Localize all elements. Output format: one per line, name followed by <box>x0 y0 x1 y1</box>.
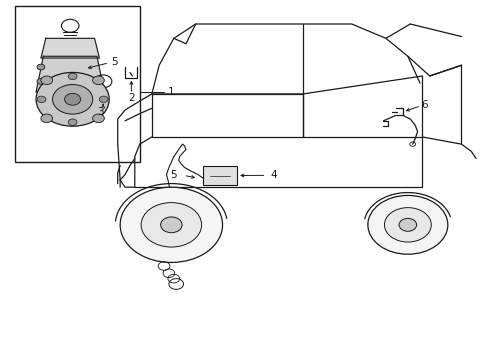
Circle shape <box>367 195 447 254</box>
Bar <box>203 166 237 185</box>
Circle shape <box>41 76 53 85</box>
Circle shape <box>92 76 104 85</box>
Bar <box>15 6 140 162</box>
Text: 5: 5 <box>110 57 117 67</box>
Text: 3: 3 <box>97 107 104 117</box>
Circle shape <box>36 72 109 126</box>
Polygon shape <box>36 56 104 92</box>
Circle shape <box>120 187 222 262</box>
Text: 4: 4 <box>270 170 277 180</box>
Circle shape <box>37 96 46 103</box>
Text: 2: 2 <box>128 93 134 103</box>
Text: 1: 1 <box>168 87 174 97</box>
Circle shape <box>37 78 45 84</box>
Circle shape <box>95 78 103 84</box>
Circle shape <box>52 85 93 114</box>
Circle shape <box>64 93 81 105</box>
Circle shape <box>68 119 77 125</box>
Circle shape <box>41 114 53 123</box>
Circle shape <box>384 208 430 242</box>
Circle shape <box>99 96 108 103</box>
Circle shape <box>37 64 45 70</box>
Circle shape <box>141 203 201 247</box>
Circle shape <box>68 73 77 80</box>
Text: 5: 5 <box>170 170 177 180</box>
Circle shape <box>92 114 104 123</box>
Circle shape <box>160 217 182 233</box>
Text: 6: 6 <box>421 100 427 110</box>
Polygon shape <box>41 39 99 58</box>
Circle shape <box>398 219 416 231</box>
